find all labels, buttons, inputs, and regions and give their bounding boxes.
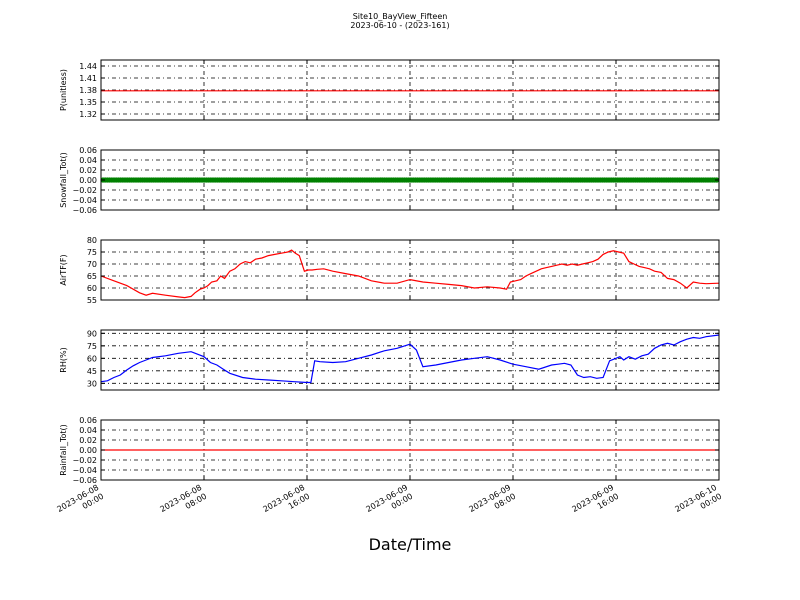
y-tick-label: 60 bbox=[87, 284, 97, 293]
y-tick-label: −0.04 bbox=[72, 196, 97, 205]
y-tick-label: 0.06 bbox=[79, 146, 97, 155]
y-tick-label: −0.06 bbox=[72, 206, 97, 215]
chart-title: Site10_BayView_Fifteen bbox=[352, 12, 448, 21]
panel-4: 30 45 60 75 90 RH(%) bbox=[59, 329, 720, 391]
series-line bbox=[100, 249, 720, 299]
panel-5: −0.06−0.04−0.020.000.020.040.06 Rainfall_… bbox=[59, 416, 720, 485]
x-axis-label: Date/Time bbox=[369, 535, 452, 554]
y-tick-label: 75 bbox=[87, 248, 97, 257]
y-tick-label: 90 bbox=[87, 329, 97, 338]
y-axis-label: Rainfall_Tot() bbox=[59, 424, 68, 476]
series-line bbox=[100, 334, 720, 384]
y-tick-label: 0.06 bbox=[79, 416, 97, 425]
panel-3: 55 60 65 70 75 80 AirTF(F) bbox=[59, 236, 720, 305]
y-tick-label: 30 bbox=[87, 379, 97, 388]
y-tick-label: 0.00 bbox=[79, 176, 97, 185]
y-tick-label: −0.02 bbox=[72, 186, 97, 195]
y-tick-label: 0.00 bbox=[79, 446, 97, 455]
y-tick-label: 65 bbox=[87, 272, 97, 281]
y-tick-label: 80 bbox=[87, 236, 97, 245]
y-tick-label: 70 bbox=[87, 260, 97, 269]
y-tick-label: 1.38 bbox=[79, 86, 97, 95]
y-axis-label: P(unitless) bbox=[59, 69, 68, 111]
y-tick-label: −0.04 bbox=[72, 466, 97, 475]
y-tick-label: 45 bbox=[87, 367, 97, 376]
y-tick-label: 0.04 bbox=[79, 426, 97, 435]
y-tick-label: 55 bbox=[87, 296, 97, 305]
y-tick-label: 1.35 bbox=[79, 98, 97, 107]
chart-subtitle: 2023-06-10 - (2023-161) bbox=[350, 21, 450, 30]
y-tick-label: 0.04 bbox=[79, 156, 97, 165]
y-tick-label: 1.32 bbox=[79, 110, 97, 119]
y-axis-label: RH(%) bbox=[59, 347, 68, 372]
y-tick-label: 0.02 bbox=[79, 436, 97, 445]
panel-2: −0.06−0.04−0.020.000.020.040.06 Snowfall_… bbox=[59, 146, 720, 215]
y-tick-label: 60 bbox=[87, 354, 97, 363]
y-tick-label: −0.06 bbox=[72, 476, 97, 485]
y-axis-label: Snowfall_Tot() bbox=[59, 152, 68, 208]
y-tick-label: −0.02 bbox=[72, 456, 97, 465]
y-tick-label: 0.02 bbox=[79, 166, 97, 175]
y-tick-label: 75 bbox=[87, 342, 97, 351]
y-axis-label: AirTF(F) bbox=[59, 254, 68, 285]
y-tick-label: 1.44 bbox=[79, 62, 97, 71]
panel-1: 1.32 1.35 1.38 1.41 1.44 P(unitless) bbox=[59, 59, 720, 121]
y-tick-label: 1.41 bbox=[79, 74, 97, 83]
